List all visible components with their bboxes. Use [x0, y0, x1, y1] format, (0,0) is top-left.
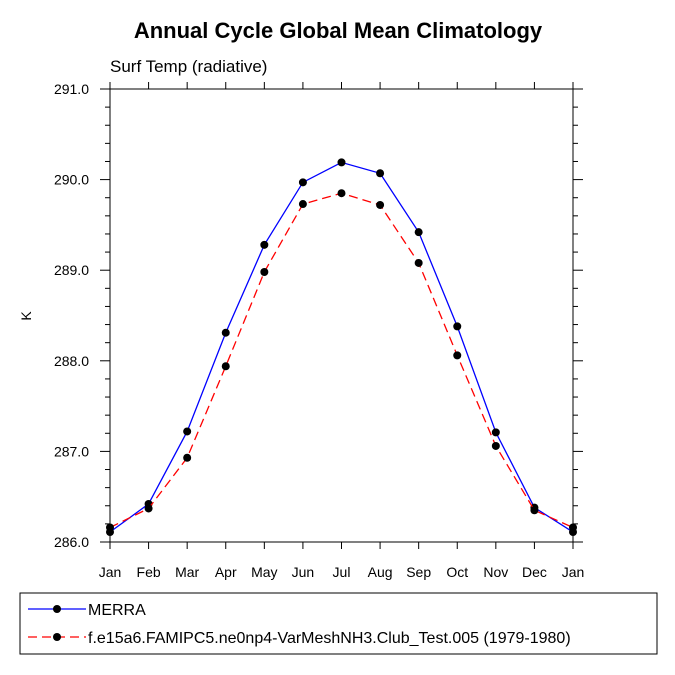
- series-line-1: [109, 161, 574, 533]
- x-tick-label: Feb: [137, 564, 161, 580]
- series-2-point: [453, 351, 462, 360]
- x-tick-label: Oct: [446, 564, 468, 580]
- y-tick-label: 286.0: [54, 534, 89, 550]
- x-tick-label: Jul: [333, 564, 351, 580]
- series-2-point: [376, 200, 385, 209]
- series-1-point: [337, 158, 346, 167]
- x-tick-label: Sep: [406, 564, 431, 580]
- y-tick-label: 291.0: [54, 81, 89, 97]
- x-tick-label: Jun: [292, 564, 315, 580]
- x-tick-label: Jan: [99, 564, 122, 580]
- x-tick-label: Dec: [522, 564, 547, 580]
- series-1-point: [260, 240, 269, 249]
- chart-subtitle: Surf Temp (radiative): [110, 57, 267, 76]
- x-tick-label: Apr: [215, 564, 237, 580]
- series-1-point: [298, 178, 307, 187]
- series-2-point: [221, 362, 230, 371]
- plot-frame: [109, 88, 574, 543]
- legend-marker-2: [53, 633, 61, 641]
- series-1-point: [221, 328, 230, 337]
- y-tick-label: 287.0: [54, 443, 89, 459]
- legend: MERRA f.e15a6.FAMIPC5.ne0np4-VarMeshNH3.C…: [28, 602, 571, 647]
- series-2-point: [106, 523, 114, 532]
- x-tick-label: Nov: [483, 564, 508, 580]
- y-tick-label: 290.0: [54, 172, 89, 188]
- legend-label-2: f.e15a6.FAMIPC5.ne0np4-VarMeshNH3.Club_T…: [88, 630, 571, 647]
- series-2-point: [183, 453, 192, 462]
- legend-marker-1: [53, 605, 61, 613]
- series-1-point: [376, 169, 385, 178]
- series-2-point: [298, 200, 307, 209]
- series-group: [106, 158, 577, 537]
- axes-group: Jan Feb Mar Apr May Jun Jul Aug Sep Oct Nov Dec Jan 2…: [54, 81, 584, 580]
- series-1-point: [491, 428, 500, 437]
- series-2-point: [530, 506, 539, 515]
- y-axis-label: K: [18, 311, 34, 321]
- series-2-point: [260, 268, 269, 277]
- series-2-point: [337, 189, 346, 198]
- series-2-point: [414, 258, 423, 267]
- y-tick-label: 288.0: [54, 353, 89, 369]
- series-1-point: [414, 228, 423, 237]
- series-line-2: [109, 192, 574, 529]
- series-1-point: [453, 322, 462, 331]
- legend-box: [19, 592, 658, 655]
- series-2-point: [569, 523, 577, 532]
- chart-title: Annual Cycle Global Mean Climatology: [134, 18, 543, 43]
- legend-label-1: MERRA: [88, 602, 146, 619]
- x-tick-label: Aug: [368, 564, 393, 580]
- x-tick-label: May: [251, 564, 277, 580]
- x-tick-label: Mar: [175, 564, 199, 580]
- series-2-point: [144, 504, 153, 513]
- x-tick-label: Jan: [562, 564, 585, 580]
- y-tick-label: 289.0: [54, 262, 89, 278]
- series-1-point: [183, 427, 192, 436]
- series-2-point: [491, 441, 500, 450]
